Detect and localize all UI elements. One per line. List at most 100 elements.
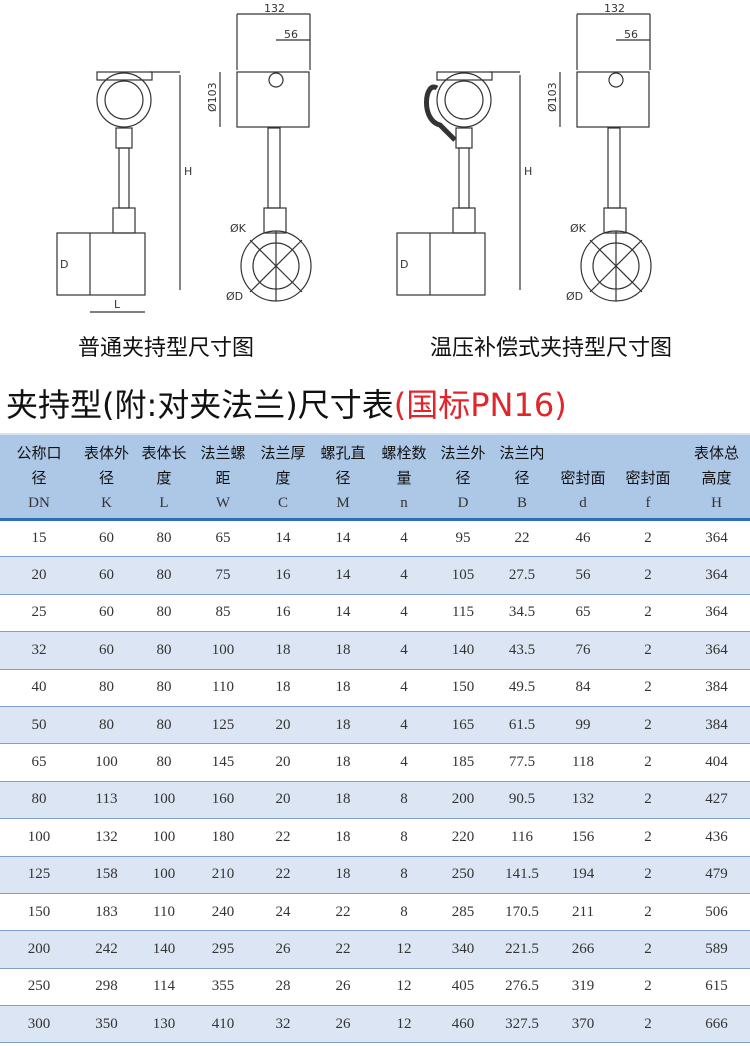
table-cell: 4 (373, 556, 435, 595)
table-cell: 589 (683, 930, 750, 969)
table-cell: 18 (313, 743, 373, 782)
table-cell: 8 (373, 818, 435, 857)
table-cell: 18 (253, 669, 313, 707)
column-header-n: 螺栓数量 n (373, 434, 435, 520)
table-cell: 49.5 (491, 669, 553, 707)
column-header-B: 法兰内径 B (491, 434, 553, 520)
table-cell: 80 (135, 594, 193, 633)
svg-text:ØK: ØK (570, 222, 587, 235)
table-row: 40 80 80 110 18 18 4 150 49.5 84 2 384 (0, 669, 750, 707)
table-row: 25 60 80 85 16 14 4 115 34.5 65 2 364 (0, 594, 750, 633)
table-cell: 4 (373, 631, 435, 670)
table-cell: 615 (683, 968, 750, 1007)
table-row: 250 298 114 355 28 26 12 405 276.5 319 2 615 (0, 968, 750, 1007)
table-cell: 2 (613, 556, 683, 595)
table-cell: 80 (135, 631, 193, 670)
table-cell: 404 (683, 743, 750, 782)
table-cell: 2 (613, 930, 683, 969)
table-cell: 295 (193, 930, 253, 969)
table-cell: 75 (193, 556, 253, 595)
table-cell: 140 (435, 631, 491, 670)
table-cell: 65 (193, 519, 253, 558)
table-cell: 80 (135, 556, 193, 595)
column-name: 表体长度 (141, 444, 187, 487)
table-cell: 100 (135, 856, 193, 894)
table-cell: 150 (0, 893, 78, 932)
table-cell: 364 (683, 519, 750, 558)
column-name: 表体总高度 (694, 444, 740, 487)
table-cell: 364 (683, 556, 750, 595)
table-cell: 14 (313, 556, 373, 595)
column-header-C: 法兰厚度 C (253, 434, 313, 520)
table-cell: 26 (313, 968, 373, 1007)
table-cell: 2 (613, 631, 683, 670)
table-row: 32 60 80 100 18 18 4 140 43.5 76 2 364 (0, 631, 750, 670)
table-cell: 220 (435, 818, 491, 857)
table-cell: 15 (0, 519, 78, 558)
table-cell: 65 (553, 594, 613, 633)
table-cell: 364 (683, 631, 750, 670)
table-cell: 350 (78, 1005, 135, 1044)
table-cell: 340 (435, 930, 491, 969)
table-cell: 110 (135, 893, 193, 932)
table-cell: 22 (253, 818, 313, 857)
svg-text:D: D (400, 258, 408, 271)
table-row: 100 132 100 180 22 18 8 220 116 156 2 436 (0, 818, 750, 857)
svg-text:H: H (524, 165, 532, 178)
table-cell: 132 (78, 818, 135, 857)
table-cell: 56 (553, 556, 613, 595)
table-cell: 16 (253, 594, 313, 633)
table-cell: 20 (0, 556, 78, 595)
table-cell: 65 (0, 743, 78, 782)
table-cell: 24 (253, 893, 313, 932)
title-main: 夹持型(附:对夹法兰)尺寸表 (6, 386, 394, 424)
table-cell: 319 (553, 968, 613, 1007)
table-cell: 276.5 (491, 968, 553, 1007)
column-symbol: D (457, 495, 469, 511)
table-cell: 26 (313, 1005, 373, 1044)
table-cell: 298 (78, 968, 135, 1007)
table-cell: 210 (193, 856, 253, 894)
table-cell: 221.5 (491, 930, 553, 969)
table-cell: 20 (253, 743, 313, 782)
table-cell: 300 (0, 1005, 78, 1044)
table-cell: 180 (193, 818, 253, 857)
table-cell: 90.5 (491, 781, 553, 820)
table-cell: 150 (435, 669, 491, 707)
table-row: 65 100 80 145 20 18 4 185 77.5 118 2 404 (0, 743, 750, 782)
table-cell: 80 (135, 519, 193, 558)
table-cell: 141.5 (491, 856, 553, 894)
column-name: 法兰螺距 (200, 444, 246, 487)
table-cell: 14 (313, 594, 373, 633)
column-symbol: C (277, 495, 288, 511)
svg-text:132: 132 (604, 2, 625, 15)
table-cell: 80 (135, 743, 193, 782)
table-cell: 410 (193, 1005, 253, 1044)
table-cell: 60 (78, 631, 135, 670)
table-cell: 99 (553, 706, 613, 745)
table-cell: 140 (135, 930, 193, 969)
svg-text:H: H (184, 165, 192, 178)
column-name: 密封面 (625, 469, 671, 487)
table-cell: 113 (78, 781, 135, 820)
table-row: 15 60 80 65 14 14 4 95 22 46 2 364 (0, 519, 750, 558)
table-cell: 18 (253, 631, 313, 670)
table-cell: 506 (683, 893, 750, 932)
table-cell: 384 (683, 706, 750, 745)
table-cell: 2 (613, 781, 683, 820)
table-cell: 436 (683, 818, 750, 857)
table-cell: 4 (373, 669, 435, 707)
table-cell: 170.5 (491, 893, 553, 932)
svg-text:Ø103: Ø103 (206, 82, 219, 112)
table-row: 80 113 100 160 20 18 8 200 90.5 132 2 427 (0, 781, 750, 820)
table-cell: 8 (373, 781, 435, 820)
column-header-d: 密封面 d (553, 434, 613, 520)
table-cell: 156 (553, 818, 613, 857)
table-cell: 46 (553, 519, 613, 558)
svg-text:132: 132 (264, 2, 285, 15)
table-cell: 12 (373, 968, 435, 1007)
table-cell: 22 (313, 893, 373, 932)
table-cell: 145 (193, 743, 253, 782)
svg-text:D: D (60, 258, 68, 271)
table-cell: 160 (193, 781, 253, 820)
